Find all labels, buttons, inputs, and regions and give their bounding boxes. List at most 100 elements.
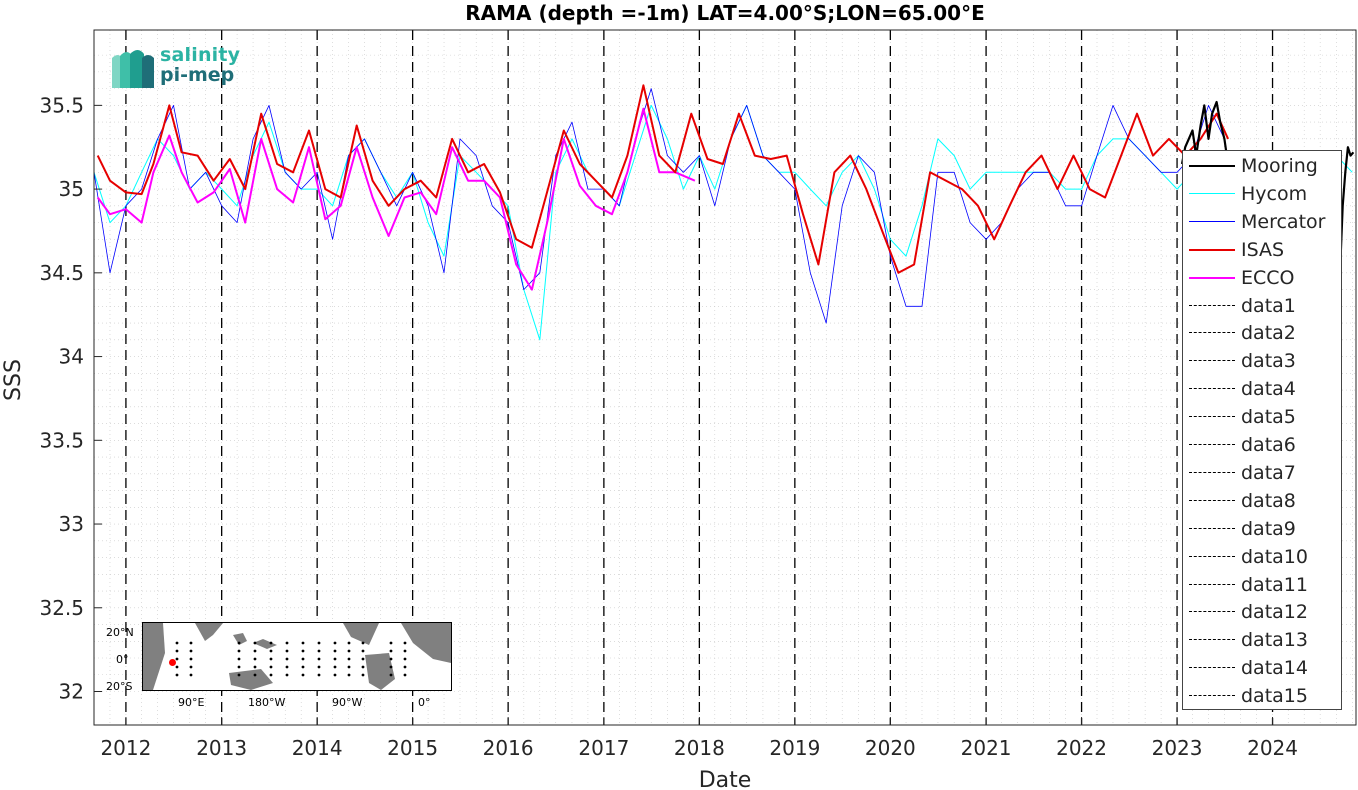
legend-item-data12: data12 <box>1183 600 1343 624</box>
station-dot <box>301 673 305 677</box>
legend-swatch <box>1189 388 1235 390</box>
station-dot <box>253 641 257 645</box>
legend-item-isas: ISAS <box>1183 238 1343 262</box>
station-dot <box>237 641 241 645</box>
station-dot <box>175 665 179 669</box>
station-dot <box>333 657 337 661</box>
series-lines <box>93 84 1355 341</box>
station-dot <box>361 649 365 653</box>
legend-label: data14 <box>1241 657 1308 680</box>
station-dot <box>301 665 305 669</box>
station-dot <box>347 665 351 669</box>
station-dot <box>389 649 393 653</box>
legend-item-data10: data10 <box>1183 545 1343 569</box>
station-dot <box>269 665 273 669</box>
station-dot <box>361 673 365 677</box>
legend-swatch <box>1189 248 1235 251</box>
legend-item-data9: data9 <box>1183 517 1343 541</box>
legend-swatch <box>1189 555 1235 557</box>
station-dot <box>361 665 365 669</box>
y-tick-label: 35.5 <box>39 93 84 117</box>
station-dot <box>237 657 241 661</box>
series-line-mercator <box>93 88 1225 324</box>
y-tick-label: 32.5 <box>39 596 84 620</box>
x-tick-label: 2020 <box>865 736 916 760</box>
salinity-pimep-logo: salinity pi-mep <box>110 44 250 94</box>
station-dot <box>333 673 337 677</box>
legend-item-data15: data15 <box>1183 684 1343 708</box>
legend-label: data4 <box>1241 378 1296 401</box>
y-tick-label: 33.5 <box>39 428 84 452</box>
legend-item-data3: data3 <box>1183 349 1343 373</box>
legend-item-data2: data2 <box>1183 321 1343 345</box>
station-dot <box>285 657 289 661</box>
station-dot <box>189 649 193 653</box>
legend-label: data5 <box>1241 406 1296 429</box>
inset-lon-90w: 90°W <box>332 696 363 709</box>
station-dot <box>189 641 193 645</box>
station-dot <box>175 657 179 661</box>
y-tick-label: 34.5 <box>39 261 84 285</box>
y-tick-label: 34 <box>59 345 84 369</box>
x-tick-label: 2017 <box>578 736 629 760</box>
y-tick-label: 35 <box>59 177 84 201</box>
legend-label: data9 <box>1241 517 1296 540</box>
station-dot <box>253 665 257 669</box>
x-axis-label: Date <box>699 768 752 790</box>
legend-item-data13: data13 <box>1183 628 1343 652</box>
station-dot <box>285 665 289 669</box>
legend-label: data12 <box>1241 601 1308 624</box>
grid <box>94 30 1356 725</box>
legend-swatch <box>1189 220 1235 222</box>
station-dot <box>347 641 351 645</box>
y-tick-label: 33 <box>59 512 84 536</box>
mooring-location-marker <box>169 659 176 666</box>
station-dot <box>175 673 179 677</box>
legend-label: Mooring <box>1241 155 1318 177</box>
station-dot <box>317 649 321 653</box>
station-dot <box>403 649 407 653</box>
station-dot <box>237 665 241 669</box>
station-dot <box>317 665 321 669</box>
station-dot <box>285 641 289 645</box>
series-line-isas <box>96 84 1230 274</box>
station-dot <box>347 657 351 661</box>
x-ticks: 2012 2013 2014 2015 2016 2017 2018 2019 2020 2021… <box>100 717 1298 760</box>
legend-item-data4: data4 <box>1183 377 1343 401</box>
legend-swatch <box>1189 611 1235 613</box>
station-dot <box>333 665 337 669</box>
station-dot <box>189 657 193 661</box>
legend-swatch <box>1189 527 1235 529</box>
station-dot <box>237 673 241 677</box>
legend-item-mercator: Mercator <box>1183 210 1343 234</box>
x-tick-label: 2014 <box>292 736 343 760</box>
y-tick-label: 32 <box>59 680 84 704</box>
legend-item-data1: data1 <box>1183 294 1343 318</box>
legend-label: data11 <box>1241 573 1308 596</box>
legend-label: data2 <box>1241 322 1296 345</box>
legend-swatch <box>1189 639 1235 641</box>
x-tick-label: 2024 <box>1247 736 1298 760</box>
station-dot <box>301 649 305 653</box>
waves-logo-icon <box>112 50 154 88</box>
station-dot <box>347 649 351 653</box>
x-tick-label: 2023 <box>1152 736 1203 760</box>
station-dot <box>269 673 273 677</box>
x-tick-label: 2022 <box>1056 736 1107 760</box>
station-dot <box>175 649 179 653</box>
chart-title: RAMA (depth =-1m) LAT=4.00°S;LON=65.00°E <box>465 1 985 25</box>
legend: Mooring Hycom Mercator ISAS ECCO data1 data2 da… <box>1182 150 1342 710</box>
legend-swatch <box>1189 416 1235 418</box>
station-dot <box>317 657 321 661</box>
x-tick-label: 2021 <box>961 736 1012 760</box>
station-dot <box>269 641 273 645</box>
legend-label: data6 <box>1241 434 1296 456</box>
station-dot <box>389 665 393 669</box>
legend-item-data5: data5 <box>1183 405 1343 429</box>
station-dot <box>403 665 407 669</box>
legend-label: Hycom <box>1241 182 1308 205</box>
world-map-icon <box>143 623 451 690</box>
series-line-ecco <box>96 107 696 291</box>
station-dot <box>253 649 257 653</box>
